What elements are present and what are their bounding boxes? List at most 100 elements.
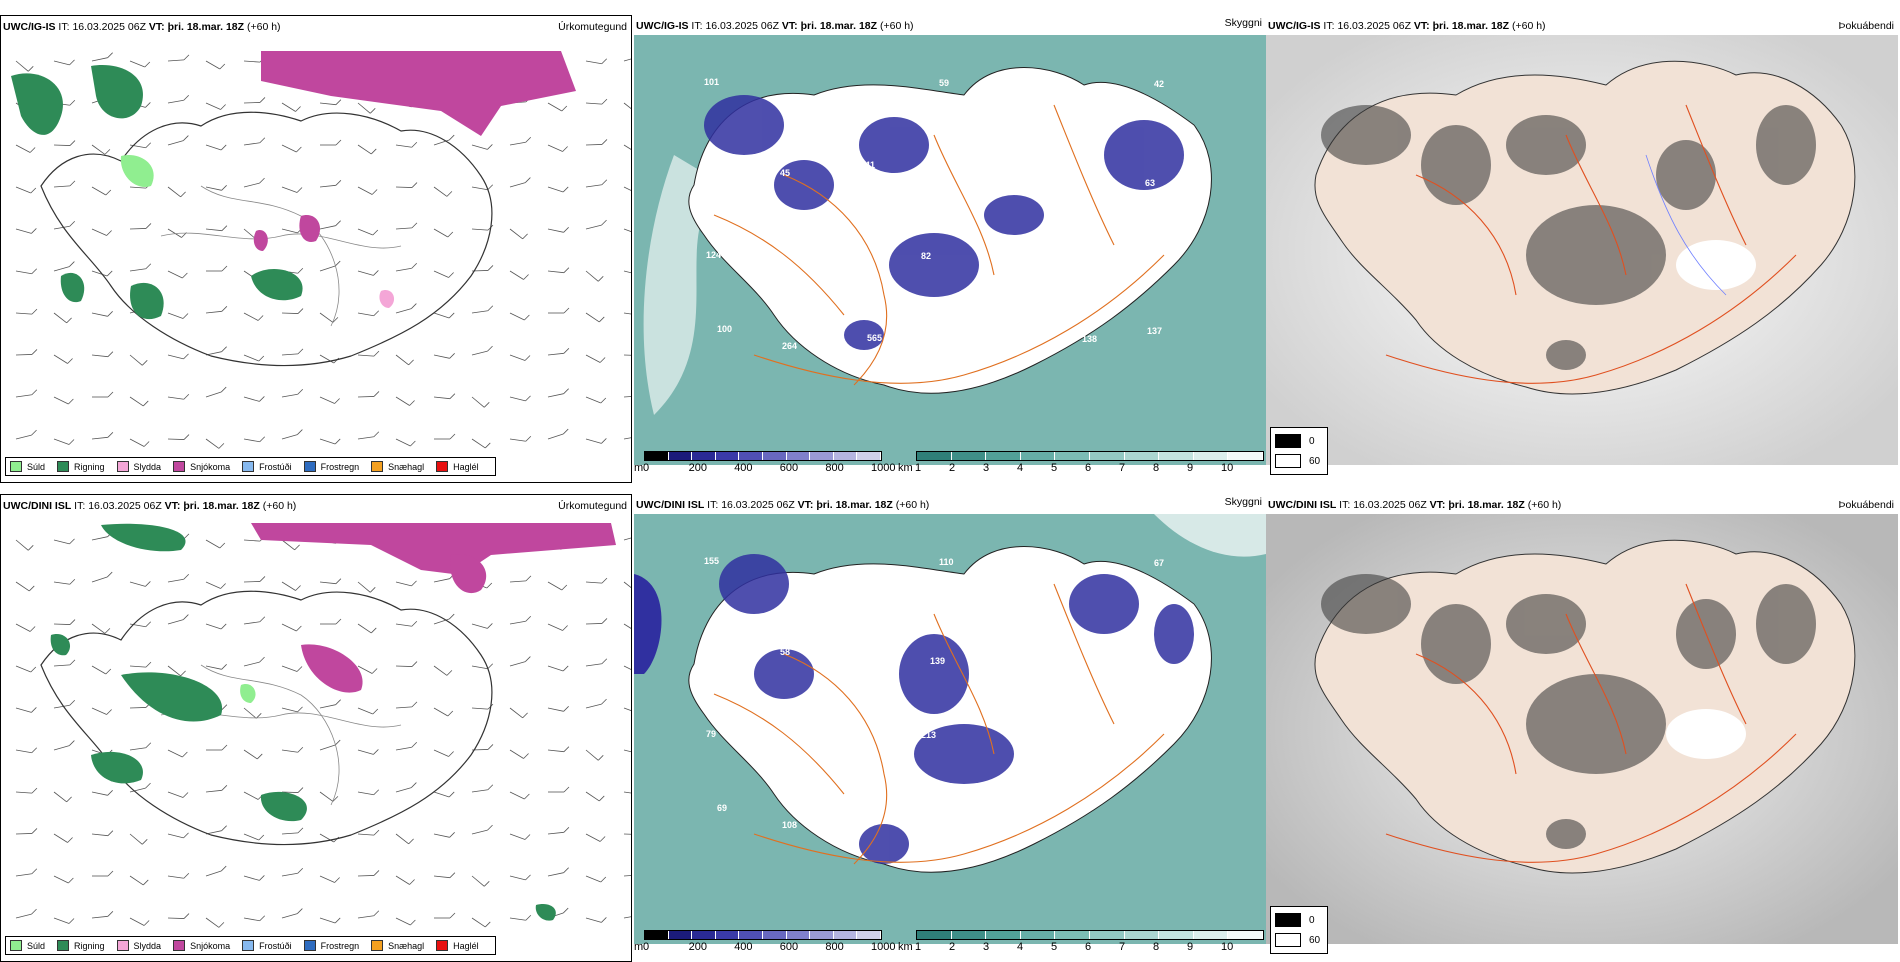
wind-barb-tick <box>144 61 151 68</box>
wind-barb-tick <box>522 233 528 240</box>
wind-barb <box>395 186 413 188</box>
wind-barb-tick <box>563 267 570 273</box>
wind-barb-tick <box>105 668 112 675</box>
wind-barb <box>471 310 488 314</box>
wind-barb-tick <box>221 664 227 670</box>
visibility-map: 155 100 53 110 82 45 67 64 58 226 139 123 126 89 79 67 1… <box>634 514 1266 944</box>
wind-barb <box>395 665 413 667</box>
wind-barb <box>167 312 184 319</box>
wind-barb-tick <box>561 105 568 112</box>
wind-barb <box>15 144 31 153</box>
wind-barb-tick <box>598 316 605 323</box>
wind-barb <box>433 665 448 676</box>
visibility-colorbar-m: m 0 200 400 600 800 1000 <box>634 930 895 960</box>
wind-barb <box>281 749 298 753</box>
wind-barb-tick <box>259 177 265 184</box>
wind-barb-tick <box>601 58 608 65</box>
wind-barb-tick <box>370 627 377 634</box>
wind-barb-tick <box>411 222 418 229</box>
wind-barb-tick <box>449 353 455 359</box>
wind-barb <box>167 833 184 839</box>
wind-barb <box>53 354 68 364</box>
wind-barb <box>471 707 488 710</box>
precip-legend-swatch <box>10 940 22 951</box>
wind-barb-tick <box>142 879 149 886</box>
wind-barb <box>167 99 184 104</box>
wind-barb <box>547 228 564 233</box>
wind-barb <box>53 875 69 884</box>
wind-barb-tick <box>447 231 454 238</box>
visibility-value-label: 108 <box>782 820 797 830</box>
wind-barb-tick <box>297 267 304 274</box>
wind-barb-tick <box>106 270 113 277</box>
wind-barb-tick <box>487 824 493 831</box>
visibility-value-label: 56 <box>854 86 864 96</box>
wind-barb-tick <box>295 585 301 591</box>
panel-title: UWC/IG-IS IT: 16.03.2025 06Z VT: þri. 18… <box>3 21 281 33</box>
wind-barb <box>15 707 32 713</box>
wind-barb-tick <box>449 872 456 878</box>
wind-barb-tick <box>448 312 455 319</box>
wind-barb <box>281 353 298 356</box>
wind-barb-tick <box>145 742 152 749</box>
wind-barb <box>547 144 563 152</box>
wind-barb-tick <box>525 615 532 622</box>
wind-barb-tick <box>373 431 380 438</box>
visibility-map: 101 116 56 59 48 51 42 70 45 41 55 48 87 63 124 84 73 82 9… <box>634 35 1266 465</box>
wind-barb-tick <box>182 313 189 319</box>
wind-barb-tick <box>600 876 607 883</box>
wind-barb <box>357 791 374 796</box>
wind-barb-tick <box>69 619 76 625</box>
visibility-value-label: 139 <box>930 656 945 666</box>
precip-legend-label: Slydda <box>133 461 162 472</box>
visibility-value-label: 67 <box>1154 558 1164 568</box>
wind-barb-tick <box>525 136 532 143</box>
wind-barb <box>585 663 602 667</box>
wind-barb-tick <box>601 438 607 444</box>
wind-barb <box>623 537 631 541</box>
wind-barb <box>547 186 564 193</box>
wind-barb <box>15 913 32 919</box>
visibility-value-label: 84 <box>791 242 801 252</box>
wind-barb <box>585 144 603 146</box>
wind-barb-tick <box>297 706 303 713</box>
wind-barb-tick <box>69 578 76 585</box>
colorbar-tick-label: 1000 <box>871 462 896 474</box>
wind-barb <box>281 186 298 193</box>
colorbar-tick-label: 10 <box>1221 941 1234 953</box>
wind-barb-tick <box>297 827 304 834</box>
panel-title: UWC/IG-IS IT: 16.03.2025 06Z VT: þri. 18… <box>1268 20 1546 32</box>
variable-label: Þokuábendi <box>1838 20 1894 32</box>
wind-barb <box>243 438 260 443</box>
wind-barb-tick <box>221 346 227 352</box>
visibility-value-label: 63 <box>1145 178 1155 188</box>
wind-barb <box>205 870 222 877</box>
wind-barb-tick <box>411 661 418 667</box>
wind-barb <box>205 228 222 232</box>
wind-barb-tick <box>296 187 303 193</box>
wind-barb <box>15 60 29 72</box>
wind-barb <box>357 228 373 236</box>
wind-barb-tick <box>448 613 455 620</box>
colorbar-tick-label: 2 <box>949 941 956 953</box>
wind-barb <box>319 225 336 230</box>
wind-barb <box>281 228 298 234</box>
wind-barb-tick <box>487 305 494 312</box>
wind-barb-tick <box>525 395 531 402</box>
wind-barb-tick <box>448 272 454 278</box>
wind-barb-tick <box>183 135 189 141</box>
wind-barb <box>15 434 32 440</box>
wind-barb-tick <box>524 793 530 800</box>
wind-barb <box>357 312 374 317</box>
wind-barb <box>53 144 71 146</box>
wind-barb-tick <box>68 439 75 445</box>
wind-barb <box>53 225 70 230</box>
wind-barb <box>623 58 631 62</box>
colorbar-tick-label: 7 <box>1119 941 1126 953</box>
wind-barb <box>243 661 260 667</box>
wind-barb-tick <box>525 874 531 881</box>
precip-legend-label: Frostúði <box>259 461 292 472</box>
wind-barb <box>509 270 524 280</box>
wind-barb-tick <box>183 94 190 101</box>
visibility-value-label: 41 <box>865 160 875 170</box>
